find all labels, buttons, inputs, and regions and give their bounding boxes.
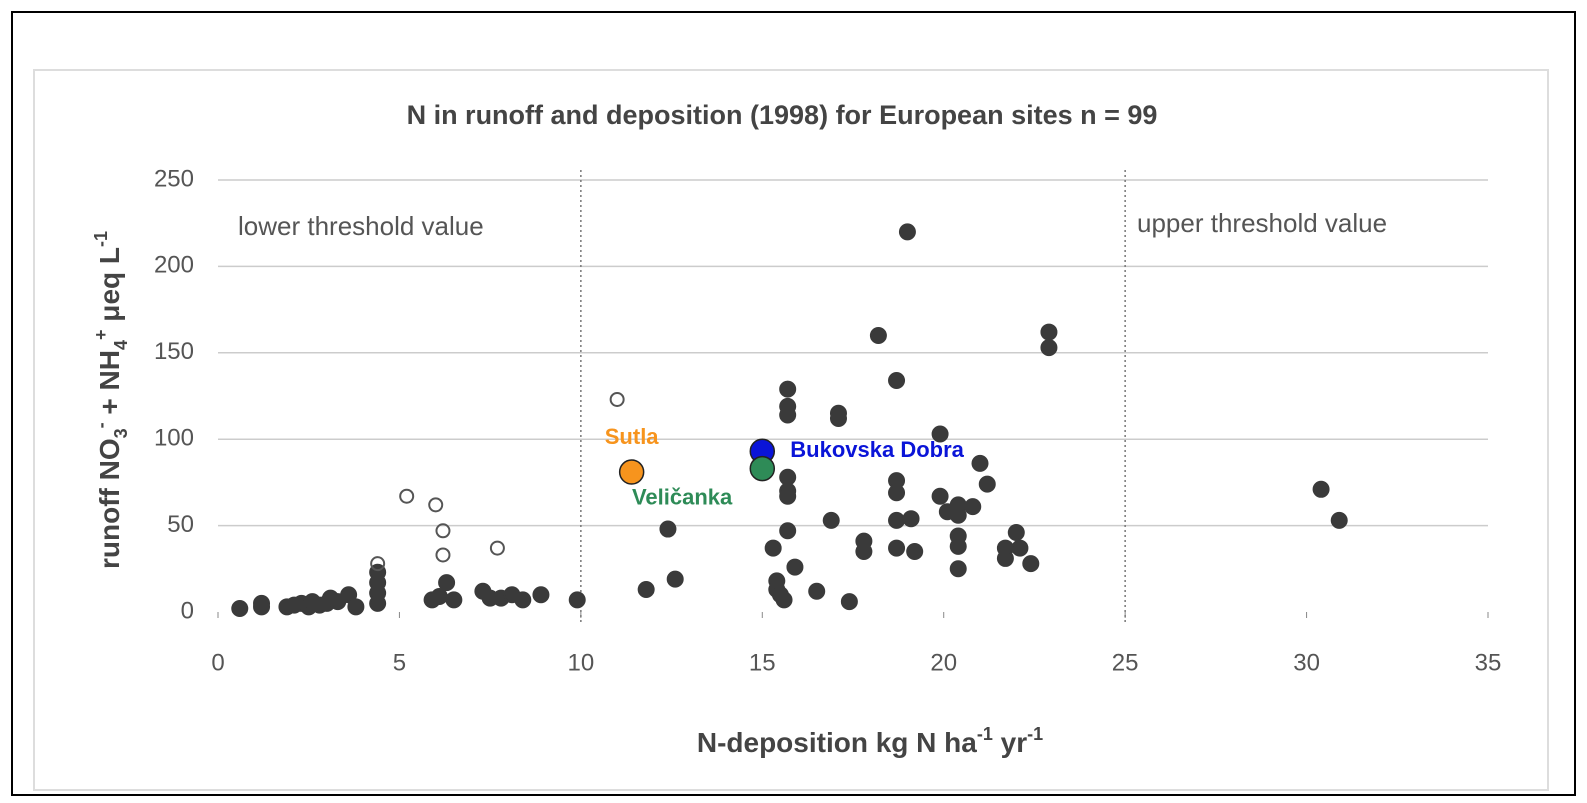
point xyxy=(435,547,451,563)
point xyxy=(637,581,655,599)
point xyxy=(779,406,797,424)
point xyxy=(888,371,906,389)
x-tick-label: 35 xyxy=(1475,649,1502,676)
point xyxy=(906,543,924,561)
point xyxy=(445,591,463,609)
point xyxy=(1022,555,1040,573)
site-label: Bukovska Dobra xyxy=(790,437,964,462)
point xyxy=(949,537,967,555)
point xyxy=(1007,524,1025,542)
point xyxy=(1312,480,1330,498)
point xyxy=(902,510,920,528)
point xyxy=(971,454,989,472)
point xyxy=(347,598,365,616)
point xyxy=(666,570,684,588)
x-axis-label: N-deposition kg N ha-1 yr-1 xyxy=(697,724,1043,759)
point xyxy=(822,511,840,529)
x-tick-label: 10 xyxy=(568,649,595,676)
point xyxy=(659,520,677,538)
x-tick-label: 25 xyxy=(1112,649,1139,676)
x-tick-label: 5 xyxy=(393,649,406,676)
point xyxy=(435,523,451,539)
point xyxy=(964,498,982,516)
plot-frame xyxy=(33,69,1549,791)
point xyxy=(949,506,967,524)
point xyxy=(808,582,826,600)
y-label-part: + NH xyxy=(94,350,125,422)
y-label-part: μeq L xyxy=(94,247,125,329)
point xyxy=(1011,539,1029,557)
point xyxy=(428,497,444,513)
x-tick-label: 20 xyxy=(930,649,957,676)
point xyxy=(779,380,797,398)
point xyxy=(888,539,906,557)
site-point xyxy=(749,455,776,482)
x-tick-label: 0 xyxy=(211,649,224,676)
point xyxy=(829,409,847,427)
y-tick-label: 0 xyxy=(181,597,194,624)
y-label-part: runoff NO xyxy=(94,438,125,569)
y-label-sub: 3 xyxy=(111,428,131,438)
y-axis-label: runoff NO3- + NH4+ μeq L-1 xyxy=(91,231,131,569)
point xyxy=(779,468,797,486)
site-label: Sutla xyxy=(605,424,660,449)
point xyxy=(779,487,797,505)
y-tick-label: 100 xyxy=(154,425,194,452)
site-label: Veličanka xyxy=(632,484,733,509)
annotation: lower threshold value xyxy=(238,211,484,241)
x-tick-label: 15 xyxy=(749,649,776,676)
annotation: upper threshold value xyxy=(1137,208,1387,238)
point xyxy=(775,591,793,609)
point xyxy=(568,591,586,609)
point xyxy=(840,593,858,611)
point xyxy=(609,391,625,407)
point xyxy=(786,558,804,576)
point xyxy=(340,586,358,604)
point xyxy=(438,574,456,592)
y-tick-label: 250 xyxy=(154,165,194,192)
point xyxy=(1040,339,1058,357)
x-tick-label: 30 xyxy=(1293,649,1320,676)
point xyxy=(978,475,996,493)
y-label-sub: 4 xyxy=(111,340,131,350)
point xyxy=(430,587,448,605)
y-tick-label: 150 xyxy=(154,338,194,365)
point xyxy=(779,522,797,540)
point xyxy=(764,539,782,557)
point xyxy=(532,586,550,604)
x-label-sup: -1 xyxy=(977,724,993,744)
point xyxy=(888,484,906,502)
y-label-sup: -1 xyxy=(91,231,111,247)
y-label-sup: + xyxy=(91,329,111,340)
point xyxy=(855,543,873,561)
point xyxy=(231,600,249,618)
site-point xyxy=(618,459,645,485)
point xyxy=(489,540,505,556)
point xyxy=(399,488,415,504)
point xyxy=(1330,511,1348,529)
y-label-sup: - xyxy=(91,422,111,428)
x-label-sup: -1 xyxy=(1027,724,1043,744)
point xyxy=(514,591,532,609)
point xyxy=(869,327,887,345)
point xyxy=(996,549,1014,567)
chart-title: N in runoff and deposition (1998) for Eu… xyxy=(407,100,1158,130)
point xyxy=(370,556,386,572)
point xyxy=(949,560,967,578)
x-label-part: yr xyxy=(993,727,1027,758)
point xyxy=(253,594,271,612)
point xyxy=(898,223,916,241)
point xyxy=(1040,323,1058,341)
point xyxy=(931,487,949,505)
point xyxy=(931,425,949,443)
point xyxy=(888,511,906,529)
y-tick-label: 200 xyxy=(154,252,194,279)
y-tick-label: 50 xyxy=(167,511,194,538)
x-label-part: N-deposition kg N ha xyxy=(697,727,977,758)
